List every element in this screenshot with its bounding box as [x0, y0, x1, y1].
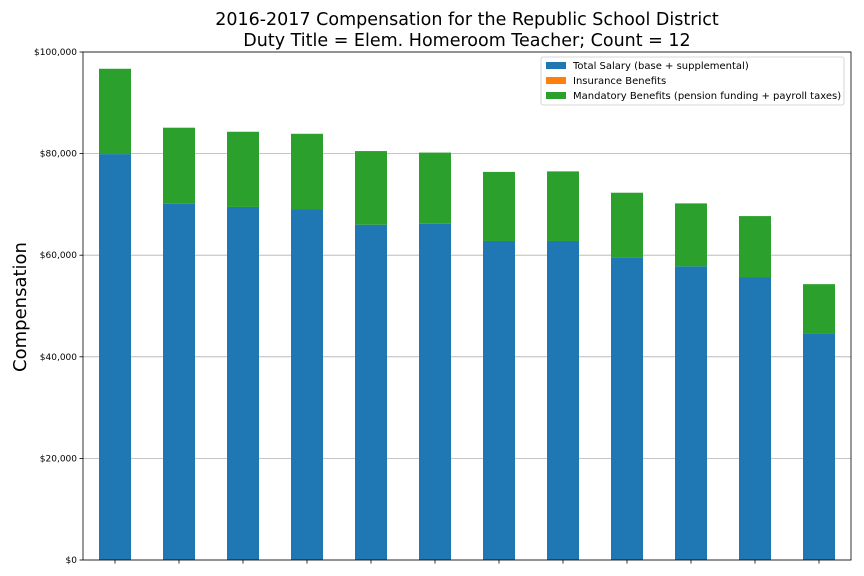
bar-segment-series-2: [547, 171, 579, 241]
legend-swatch: [546, 92, 566, 99]
bar-segment-series-2: [483, 171, 515, 241]
legend: Total Salary (base + supplemental) Insura…: [540, 56, 845, 106]
bar-segment-series-2: [227, 131, 259, 207]
bar-segment-series-2: [419, 152, 451, 224]
chart-title: 2016-2017 Compensation for the Republic …: [215, 10, 719, 30]
bar-segment-series-0: [547, 240, 579, 560]
y-tick-label: $100,000: [34, 48, 77, 58]
bars: [99, 68, 835, 561]
bar-segment-series-0: [355, 224, 387, 560]
bar-segment-series-2: [803, 284, 835, 334]
bar-segment-series-2: [291, 133, 323, 210]
bar-segment-series-2: [675, 203, 707, 267]
legend-entry: Mandatory Benefits (pension funding + pa…: [573, 91, 841, 102]
bar-segment-series-2: [355, 151, 387, 225]
legend-swatch: [546, 77, 566, 84]
legend-box: [540, 56, 845, 106]
y-tick-label: $0: [66, 556, 78, 566]
bar-segment-series-0: [675, 266, 707, 560]
y-tick-label: $60,000: [40, 251, 77, 261]
bar-segment-series-2: [163, 127, 195, 204]
bar-segment-series-0: [227, 206, 259, 560]
bar-segment-series-0: [611, 257, 643, 560]
bar-segment-series-2: [99, 68, 131, 155]
bar-segment-series-0: [483, 240, 515, 560]
legend-swatch: [546, 62, 566, 69]
legend-entry: Insurance Benefits: [573, 76, 666, 87]
bar-segment-series-2: [739, 216, 771, 278]
y-tick-label: $40,000: [40, 353, 77, 363]
legend-entry: Total Salary (base + supplemental): [572, 61, 749, 72]
plot-frame: [82, 51, 852, 561]
grid-lines: [83, 51, 851, 561]
chart-subtitle: Duty Title = Elem. Homeroom Teacher; Cou…: [243, 31, 690, 51]
y-tick-label: $20,000: [40, 454, 77, 464]
bar-segment-series-0: [99, 154, 131, 560]
bar-segment-series-0: [803, 333, 835, 560]
y-axis-label: Compensation: [10, 242, 31, 372]
bar-segment-series-0: [163, 203, 195, 560]
bar-segment-series-0: [291, 209, 323, 561]
bar-segment-series-0: [419, 223, 451, 561]
bar-segment-series-0: [739, 277, 771, 560]
y-tick-label: $80,000: [40, 150, 77, 160]
axes: $0 $20,000 $40,000 $60,000 $80,000 $100,000: [34, 48, 852, 566]
bar-segment-series-2: [611, 192, 643, 258]
